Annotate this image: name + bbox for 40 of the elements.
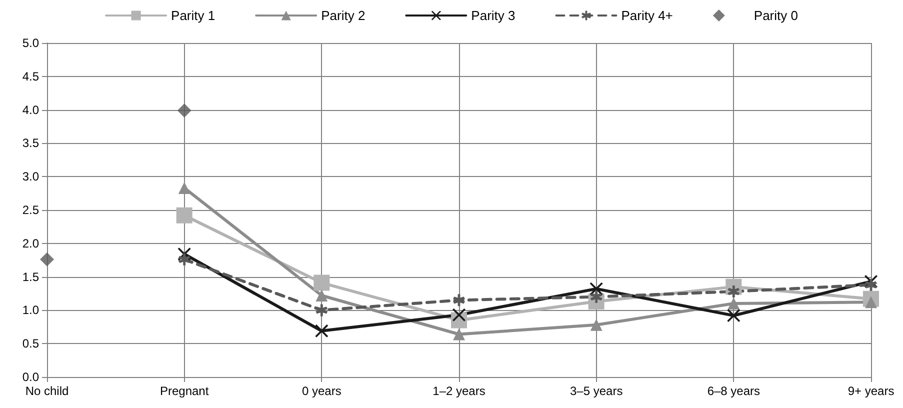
x-tick-label: 9+ years [848,384,894,398]
x-tick-label: 3–5 years [570,384,623,398]
point [452,308,466,322]
point [728,298,740,310]
x-tick-label: 1–2 years [432,384,486,398]
y-tick-label: 4.5 [22,69,40,84]
point [315,324,328,338]
point [178,182,190,194]
legend-label: Parity 1 [171,8,216,23]
point [314,274,330,291]
x-tick-label: 0 years [302,384,342,398]
point [865,278,877,291]
x-tick-label: Pregnant [160,384,210,398]
point [590,282,603,296]
y-tick-label: 0.5 [22,336,40,351]
point [40,252,54,266]
y-tick-label: 4.0 [22,102,40,117]
point [177,103,192,118]
point [453,294,465,306]
point [178,253,190,266]
y-tick-label: 3.0 [22,170,40,184]
point [453,328,465,340]
y-tick-label: 2.5 [22,203,40,217]
legend-label: Parity 0 [754,8,798,23]
legend-label: Parity 3 [471,8,516,23]
point [590,318,602,331]
point [316,304,328,316]
y-tick-label: 3.5 [22,136,40,150]
point [176,207,192,224]
y-tick-label: 1.0 [22,303,40,318]
y-tick-label: 5.0 [22,36,40,50]
x-tick-label: 6–8 years [707,384,760,398]
legend-label: Parity 4+ [621,8,673,23]
y-tick-label: 1.5 [22,270,40,284]
y-tick-label: 0.0 [22,370,40,384]
point [316,290,328,302]
x-tick-label: No child [25,384,69,398]
point [727,309,740,322]
legend-label: Parity 2 [321,8,366,23]
y-tick-label: 2.0 [22,236,40,250]
